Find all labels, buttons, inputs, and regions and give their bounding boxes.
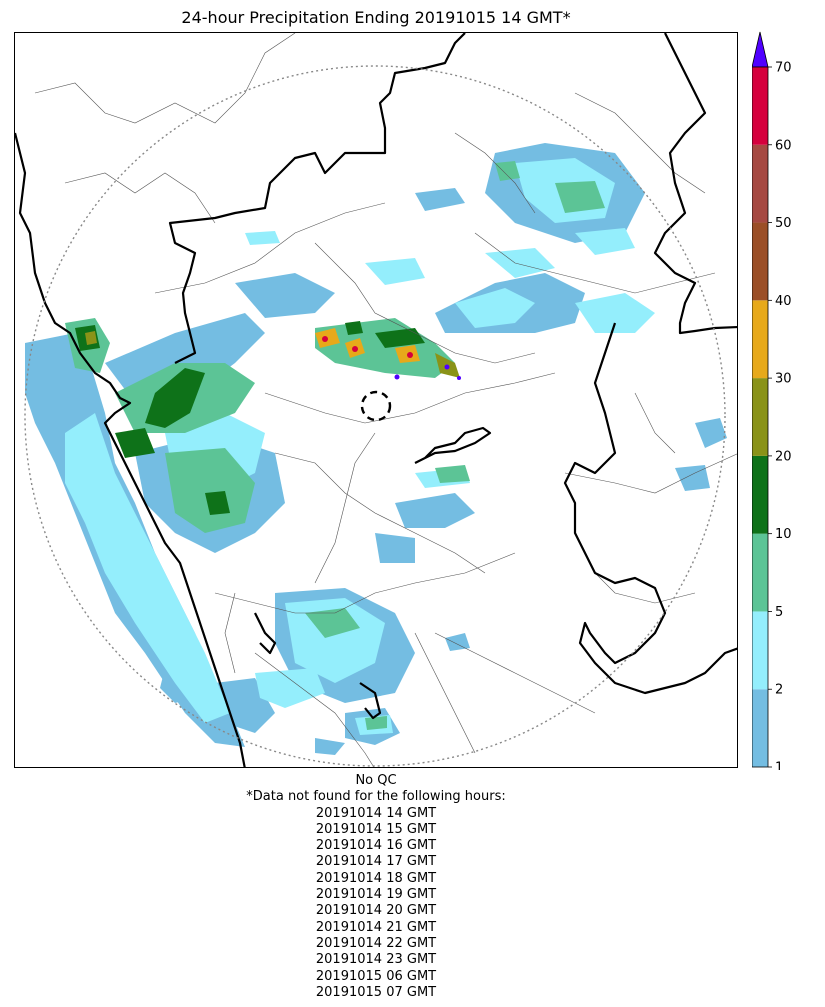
missing-hour: 20191014 22 GMT <box>315 935 437 951</box>
state-boundaries <box>15 33 737 767</box>
district-boundaries <box>34 33 737 767</box>
missing-hour: 20191014 17 GMT <box>315 854 437 870</box>
missing-hour: 20191014 15 GMT <box>315 821 437 837</box>
colorbar-tick-label: 70 <box>775 61 792 76</box>
missing-hour: 20191015 06 GMT <box>315 968 437 984</box>
colorbar-tick-label: 2 <box>775 683 783 698</box>
colorbar: 1 2 5 10 20 30 40 50 60 70 <box>751 30 822 776</box>
colorbar-tick-label: 5 <box>775 605 783 620</box>
colorbar-tick-label: 10 <box>775 527 792 542</box>
colorbar-segment <box>752 144 768 223</box>
colorbar-segment <box>752 533 768 612</box>
colorbar-segment <box>752 378 768 456</box>
colorbar-segment <box>752 611 768 690</box>
colorbar-segment <box>752 67 768 145</box>
radar-location-marker <box>360 390 392 422</box>
missing-hour: 20191015 07 GMT <box>315 984 437 1000</box>
precipitation-map <box>14 32 738 768</box>
missing-hour: 20191014 21 GMT <box>315 919 437 935</box>
precip-intense <box>85 328 461 380</box>
missing-data-note: *Data not found for the following hours: <box>246 789 506 805</box>
precip-green <box>75 321 425 515</box>
colorbar-tick-label: 60 <box>775 138 792 153</box>
radar-range-ring <box>24 65 726 767</box>
missing-hour: 20191014 19 GMT <box>315 887 437 903</box>
colorbar-segment <box>752 689 768 767</box>
chart-title: 24-hour Precipitation Ending 20191015 14… <box>181 8 571 27</box>
missing-hour: 20191014 18 GMT <box>315 870 437 886</box>
colorbar-tick-label: 40 <box>775 294 792 309</box>
colorbar-segment <box>752 222 768 301</box>
missing-hour: 20191014 16 GMT <box>315 838 437 854</box>
qc-status: No QC <box>355 773 397 788</box>
missing-hour: 20191014 23 GMT <box>315 952 437 968</box>
precip-cyan <box>65 158 655 735</box>
colorbar-tick-label: 1 <box>775 761 783 771</box>
footer-notes: No QC *Data not found for the following … <box>0 773 752 1001</box>
colorbar-tick-label: 20 <box>775 449 792 464</box>
colorbar-extend-max <box>751 31 769 68</box>
colorbar-segment <box>752 455 768 534</box>
missing-hour: 20191014 14 GMT <box>315 805 437 821</box>
colorbar-tick-label: 30 <box>775 372 792 387</box>
colorbar-segment <box>752 300 768 379</box>
colorbar-frame <box>751 66 769 768</box>
missing-hour: 20191014 20 GMT <box>315 903 437 919</box>
colorbar-tick-label: 50 <box>775 216 792 231</box>
